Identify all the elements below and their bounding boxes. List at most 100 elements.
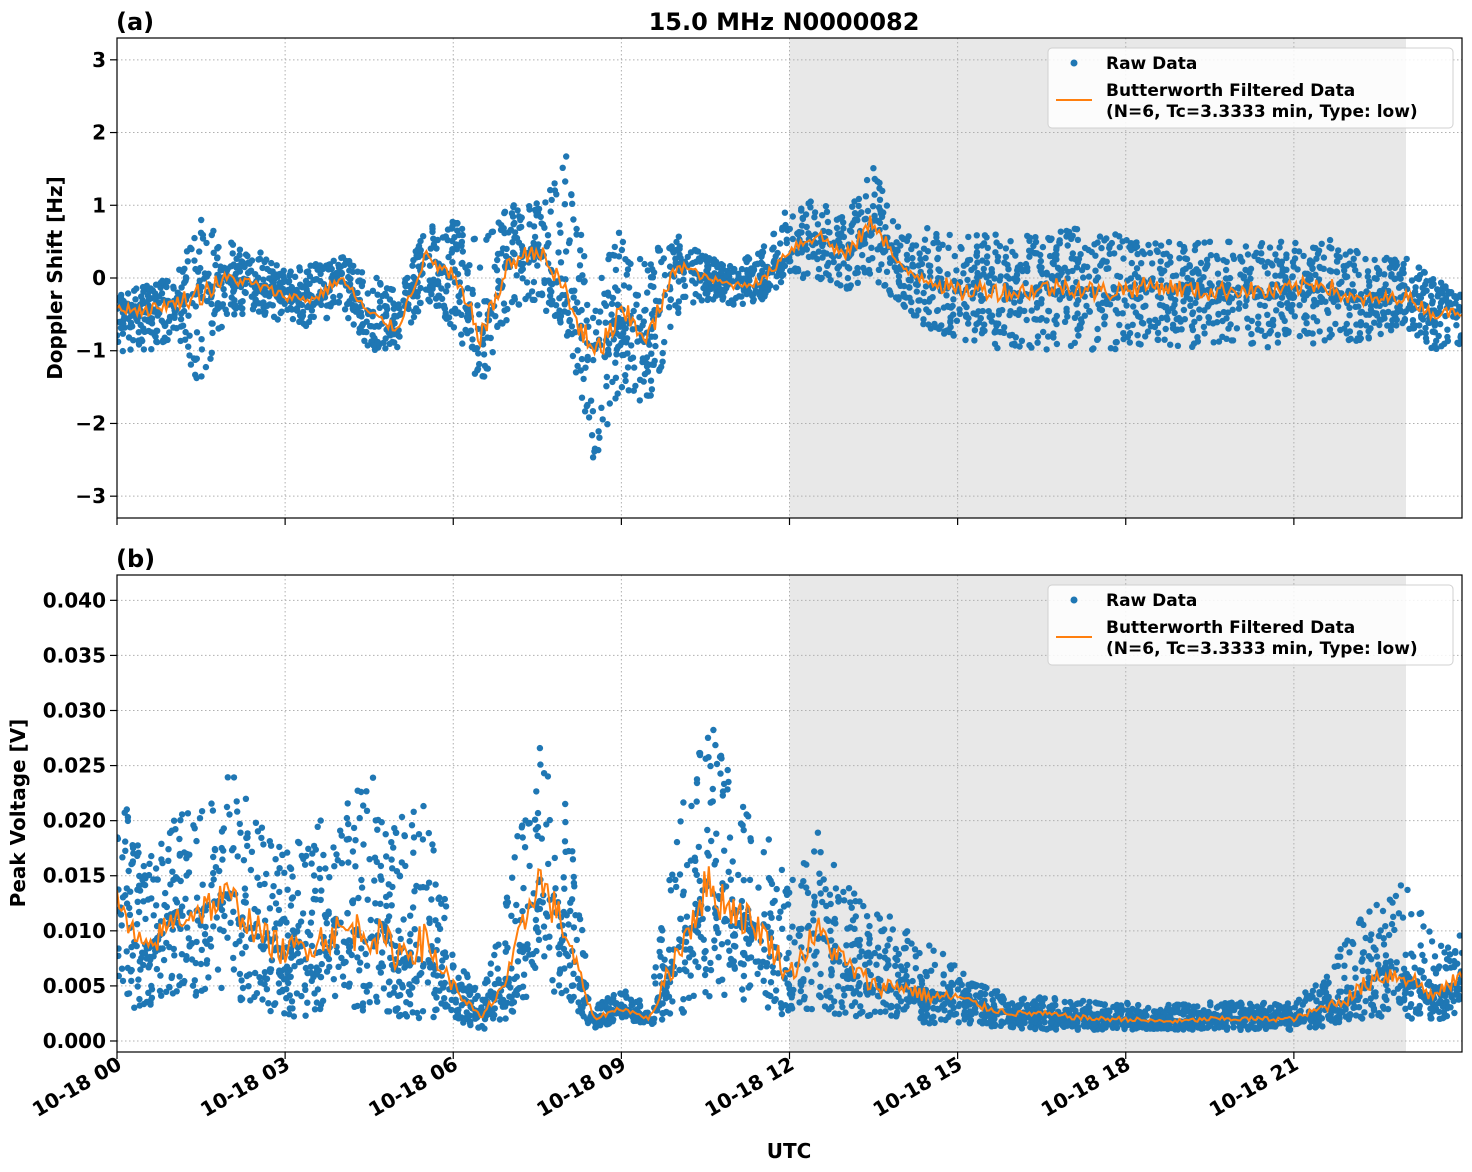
raw-data-point <box>358 945 365 952</box>
raw-data-point <box>439 234 447 241</box>
raw-data-point <box>1458 293 1462 300</box>
raw-data-point <box>211 310 218 318</box>
raw-data-point <box>331 298 338 306</box>
raw-data-point <box>957 243 964 251</box>
raw-data-point <box>1134 332 1141 339</box>
raw-data-point <box>1053 320 1060 328</box>
raw-data-point <box>971 337 978 344</box>
raw-data-point <box>592 329 600 336</box>
raw-data-point <box>789 235 796 243</box>
raw-data-point <box>1242 243 1250 250</box>
raw-data-point <box>364 290 371 297</box>
raw-data-point <box>907 277 914 284</box>
raw-data-point <box>1222 275 1230 282</box>
raw-data-point <box>570 873 577 881</box>
raw-data-point <box>201 270 209 277</box>
raw-data-point <box>1201 239 1208 246</box>
raw-data-point <box>159 277 166 284</box>
raw-data-point <box>633 292 641 299</box>
raw-data-point <box>625 284 633 291</box>
raw-data-point <box>1064 268 1072 275</box>
raw-data-point <box>366 999 373 1006</box>
raw-data-point <box>196 248 203 255</box>
raw-data-point <box>767 992 774 1000</box>
raw-data-point <box>1272 272 1279 279</box>
raw-data-point <box>1111 250 1118 257</box>
raw-data-point <box>299 284 306 291</box>
raw-data-point <box>1399 282 1406 289</box>
raw-data-point <box>501 208 508 216</box>
raw-data-point <box>1180 306 1188 314</box>
y-tick-label: 0.035 <box>43 643 106 667</box>
raw-data-point <box>1001 259 1008 266</box>
raw-data-point <box>578 306 585 314</box>
raw-data-point <box>234 853 241 860</box>
raw-data-point <box>729 858 736 865</box>
raw-data-point <box>715 893 722 900</box>
raw-data-point <box>385 881 392 888</box>
raw-data-point <box>320 265 327 273</box>
raw-data-point <box>296 264 303 271</box>
raw-data-point <box>1352 267 1359 274</box>
raw-data-point <box>508 965 515 972</box>
raw-data-point <box>218 303 225 310</box>
raw-data-point <box>377 969 384 976</box>
raw-data-point <box>1182 255 1189 262</box>
raw-data-point <box>1157 294 1165 302</box>
raw-data-point <box>455 231 463 239</box>
raw-data-point <box>849 203 856 210</box>
raw-data-point <box>1326 267 1333 274</box>
raw-data-point <box>198 373 205 380</box>
raw-data-point <box>157 284 164 291</box>
raw-data-point <box>574 362 581 370</box>
raw-data-point <box>673 838 681 846</box>
raw-data-point <box>208 881 215 889</box>
raw-data-point <box>1291 247 1298 254</box>
raw-data-point <box>726 947 733 954</box>
raw-data-point <box>622 377 629 385</box>
raw-data-point <box>253 990 261 997</box>
raw-data-point <box>739 300 746 307</box>
raw-data-point <box>182 274 190 281</box>
raw-data-point <box>545 860 552 868</box>
raw-data-point <box>1069 284 1077 292</box>
raw-data-point <box>308 307 316 314</box>
raw-data-point <box>487 334 494 342</box>
raw-data-point <box>189 982 197 989</box>
raw-data-point <box>444 282 451 289</box>
raw-data-point <box>667 887 675 894</box>
raw-data-point <box>429 841 436 848</box>
raw-data-point <box>840 219 847 226</box>
raw-data-point <box>449 951 456 958</box>
raw-data-point <box>119 894 127 901</box>
raw-data-point <box>425 286 432 294</box>
raw-data-point <box>1007 308 1014 315</box>
raw-data-point <box>508 912 515 919</box>
raw-data-point <box>1401 317 1408 324</box>
raw-data-point <box>193 329 201 336</box>
raw-data-point <box>827 276 834 284</box>
raw-data-point <box>135 976 142 983</box>
raw-data-point <box>556 295 563 302</box>
raw-data-point <box>1318 295 1326 302</box>
raw-data-point <box>474 302 481 309</box>
raw-data-point <box>1033 250 1041 257</box>
raw-data-point <box>244 252 251 260</box>
raw-data-point <box>443 288 450 295</box>
raw-data-point <box>760 243 768 250</box>
raw-data-point <box>1224 309 1232 316</box>
raw-data-point <box>138 293 145 300</box>
raw-data-point <box>1375 961 1382 968</box>
raw-data-point <box>462 326 469 334</box>
raw-data-point <box>261 969 269 976</box>
raw-data-point <box>1056 240 1064 247</box>
raw-data-point <box>547 186 554 194</box>
raw-data-point <box>661 271 669 279</box>
raw-data-point <box>1003 273 1011 280</box>
raw-data-point <box>1389 317 1396 324</box>
raw-data-point <box>210 249 217 256</box>
raw-data-point <box>398 813 406 821</box>
raw-data-point <box>1053 340 1061 348</box>
raw-data-point <box>562 178 569 185</box>
raw-data-point <box>573 231 580 238</box>
